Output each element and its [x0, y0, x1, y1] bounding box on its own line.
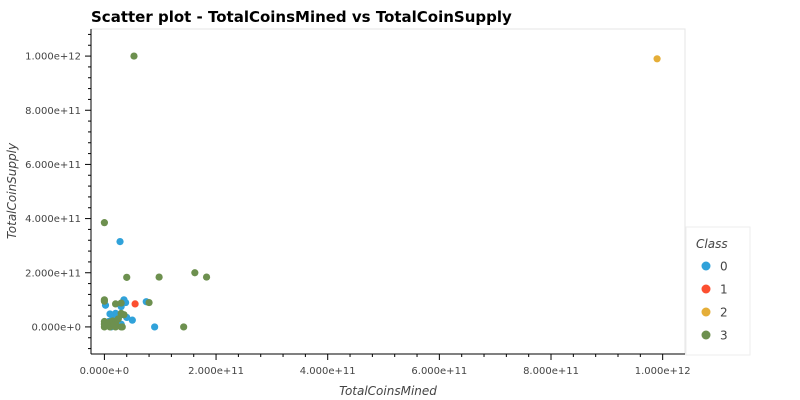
y-tick-label: 6.000e+11 — [25, 160, 81, 171]
legend-marker — [701, 261, 711, 271]
legend-items: 0 1 2 3 — [701, 260, 728, 343]
legend-marker — [701, 307, 711, 317]
legend-marker — [701, 330, 711, 340]
data-points — [100, 52, 661, 331]
data-point-class-3 — [100, 219, 108, 227]
data-point-class-3 — [114, 315, 122, 323]
y-tick-label: 1.000e+12 — [25, 52, 81, 63]
data-point-class-3 — [110, 321, 119, 329]
data-point-class-3 — [191, 269, 199, 277]
y-tick-label: 0.000e+0 — [31, 322, 81, 333]
y-tick-label: 4.000e+11 — [25, 214, 81, 225]
data-point-class-3 — [155, 273, 163, 281]
data-point-class-3 — [202, 273, 211, 281]
data-point-class-2 — [653, 55, 661, 63]
legend-label: 2 — [720, 306, 728, 320]
y-tick-label: 8.000e+11 — [25, 106, 81, 117]
legend-box — [685, 226, 751, 356]
y-tick-label: 2.000e+11 — [25, 268, 81, 279]
x-tick-label: 8.000e+11 — [523, 366, 579, 377]
legend-title: Class — [696, 237, 728, 251]
data-point-class-3 — [118, 323, 126, 331]
data-point-class-0 — [111, 309, 120, 317]
data-point-class-3 — [130, 52, 138, 60]
data-point-class-0 — [116, 238, 124, 246]
data-point-class-0 — [128, 316, 136, 324]
data-point-class-3 — [145, 298, 153, 307]
legend-label: 3 — [720, 329, 728, 343]
x-tick-label: 4.000e+11 — [300, 366, 356, 377]
data-point-class-3 — [103, 321, 111, 330]
legend-label: 1 — [720, 283, 728, 297]
legend-label: 0 — [720, 260, 728, 274]
data-point-class-3 — [111, 300, 120, 308]
data-point-class-3 — [120, 311, 128, 319]
x-tick-label: 2.000e+11 — [188, 366, 244, 377]
plot-area — [90, 28, 686, 355]
y-axis-ticks: 0.000e+0 2.000e+11 4.000e+11 6.000e+11 8.000… — [25, 33, 91, 350]
x-tick-label: 1.000e+12 — [635, 366, 691, 377]
y-axis-label: TotalCoinSupply — [5, 142, 19, 239]
x-axis-ticks: 0.000e+0 2.000e+11 4.000e+11 6.000e+11 8.000… — [80, 354, 691, 377]
legend: Class 0 1 2 3 — [685, 226, 751, 356]
data-point-class-3 — [123, 273, 131, 281]
data-point-class-3 — [117, 299, 125, 307]
data-point-class-0 — [151, 323, 159, 331]
data-point-class-1 — [131, 300, 139, 308]
data-point-class-3 — [100, 297, 108, 305]
data-point-class-3 — [180, 323, 188, 331]
x-tick-label: 6.000e+11 — [411, 366, 467, 377]
x-axis-label: TotalCoinsMined — [339, 384, 437, 398]
legend-marker — [701, 284, 711, 294]
x-tick-label: 0.000e+0 — [80, 366, 130, 377]
chart-title: Scatter plot - TotalCoinsMined vs TotalC… — [91, 8, 512, 26]
